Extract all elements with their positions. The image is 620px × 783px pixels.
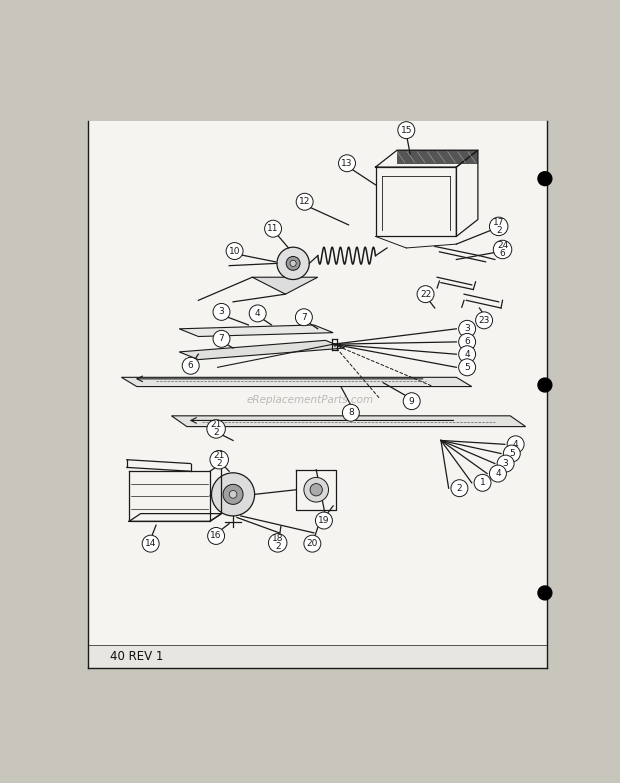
Text: 7: 7 (301, 312, 307, 322)
Circle shape (538, 171, 552, 186)
Text: 4: 4 (513, 440, 518, 449)
Circle shape (295, 309, 312, 326)
Circle shape (310, 484, 322, 496)
Text: 12: 12 (299, 197, 311, 206)
Text: 10: 10 (229, 247, 241, 255)
Circle shape (213, 303, 230, 320)
Text: 9: 9 (409, 397, 415, 406)
Circle shape (229, 490, 237, 498)
Circle shape (417, 286, 434, 303)
Text: 4: 4 (255, 309, 260, 318)
Text: 19: 19 (318, 516, 330, 525)
Polygon shape (252, 277, 317, 294)
Text: 14: 14 (145, 539, 156, 548)
Circle shape (489, 465, 507, 482)
Circle shape (476, 312, 492, 329)
Text: 21
2: 21 2 (213, 451, 225, 468)
Text: 15: 15 (401, 125, 412, 135)
Circle shape (474, 474, 491, 491)
Circle shape (226, 243, 243, 259)
Circle shape (211, 473, 255, 516)
Text: 6: 6 (188, 361, 193, 370)
Circle shape (538, 378, 552, 392)
Circle shape (213, 330, 230, 348)
FancyBboxPatch shape (88, 121, 547, 668)
Circle shape (459, 359, 476, 376)
Text: 16: 16 (210, 532, 222, 540)
Polygon shape (122, 377, 472, 387)
Circle shape (208, 528, 224, 544)
Polygon shape (397, 150, 478, 164)
Circle shape (342, 404, 360, 421)
Text: 1: 1 (480, 478, 485, 487)
Text: 3: 3 (503, 459, 508, 468)
Circle shape (210, 450, 228, 469)
Text: 40 REV 1: 40 REV 1 (110, 651, 163, 663)
Text: 3: 3 (219, 308, 224, 316)
Text: 6: 6 (464, 337, 470, 346)
Circle shape (503, 445, 520, 462)
Text: 7: 7 (219, 334, 224, 343)
FancyBboxPatch shape (88, 644, 547, 668)
Circle shape (304, 478, 329, 502)
Text: 17
2: 17 2 (493, 218, 505, 235)
Circle shape (142, 535, 159, 552)
Text: 22: 22 (420, 290, 431, 298)
Text: 5: 5 (464, 363, 470, 372)
Circle shape (286, 256, 300, 270)
Text: 23: 23 (479, 316, 490, 325)
Text: 4: 4 (495, 469, 501, 478)
Circle shape (459, 320, 476, 337)
Circle shape (304, 535, 321, 552)
Circle shape (507, 436, 524, 453)
Circle shape (265, 220, 281, 237)
Text: 11: 11 (267, 224, 279, 233)
Circle shape (316, 512, 332, 529)
Circle shape (494, 240, 512, 258)
Circle shape (339, 155, 355, 171)
Circle shape (497, 455, 514, 472)
Circle shape (403, 393, 420, 410)
Text: 24
6: 24 6 (497, 241, 508, 258)
Circle shape (249, 305, 266, 322)
Text: eReplacementParts.com: eReplacementParts.com (247, 395, 374, 406)
Text: 8: 8 (348, 408, 354, 417)
Circle shape (223, 485, 243, 504)
Polygon shape (172, 416, 526, 427)
Text: 20: 20 (307, 539, 318, 548)
Circle shape (451, 480, 468, 496)
Text: 4: 4 (464, 350, 470, 359)
Circle shape (277, 247, 309, 280)
Circle shape (538, 586, 552, 600)
Circle shape (207, 420, 225, 438)
Circle shape (290, 260, 296, 266)
Circle shape (182, 357, 199, 374)
Circle shape (459, 346, 476, 363)
Text: 13: 13 (341, 159, 353, 168)
Text: 21
2: 21 2 (210, 420, 222, 438)
Circle shape (489, 217, 508, 236)
Polygon shape (179, 341, 345, 359)
Circle shape (459, 334, 476, 350)
Circle shape (296, 193, 313, 210)
Circle shape (398, 121, 415, 139)
Circle shape (268, 534, 287, 552)
Text: 2: 2 (456, 484, 463, 493)
Polygon shape (179, 325, 333, 337)
Text: 5: 5 (509, 449, 515, 458)
Text: 3: 3 (464, 324, 470, 334)
Text: 18
2: 18 2 (272, 534, 283, 551)
